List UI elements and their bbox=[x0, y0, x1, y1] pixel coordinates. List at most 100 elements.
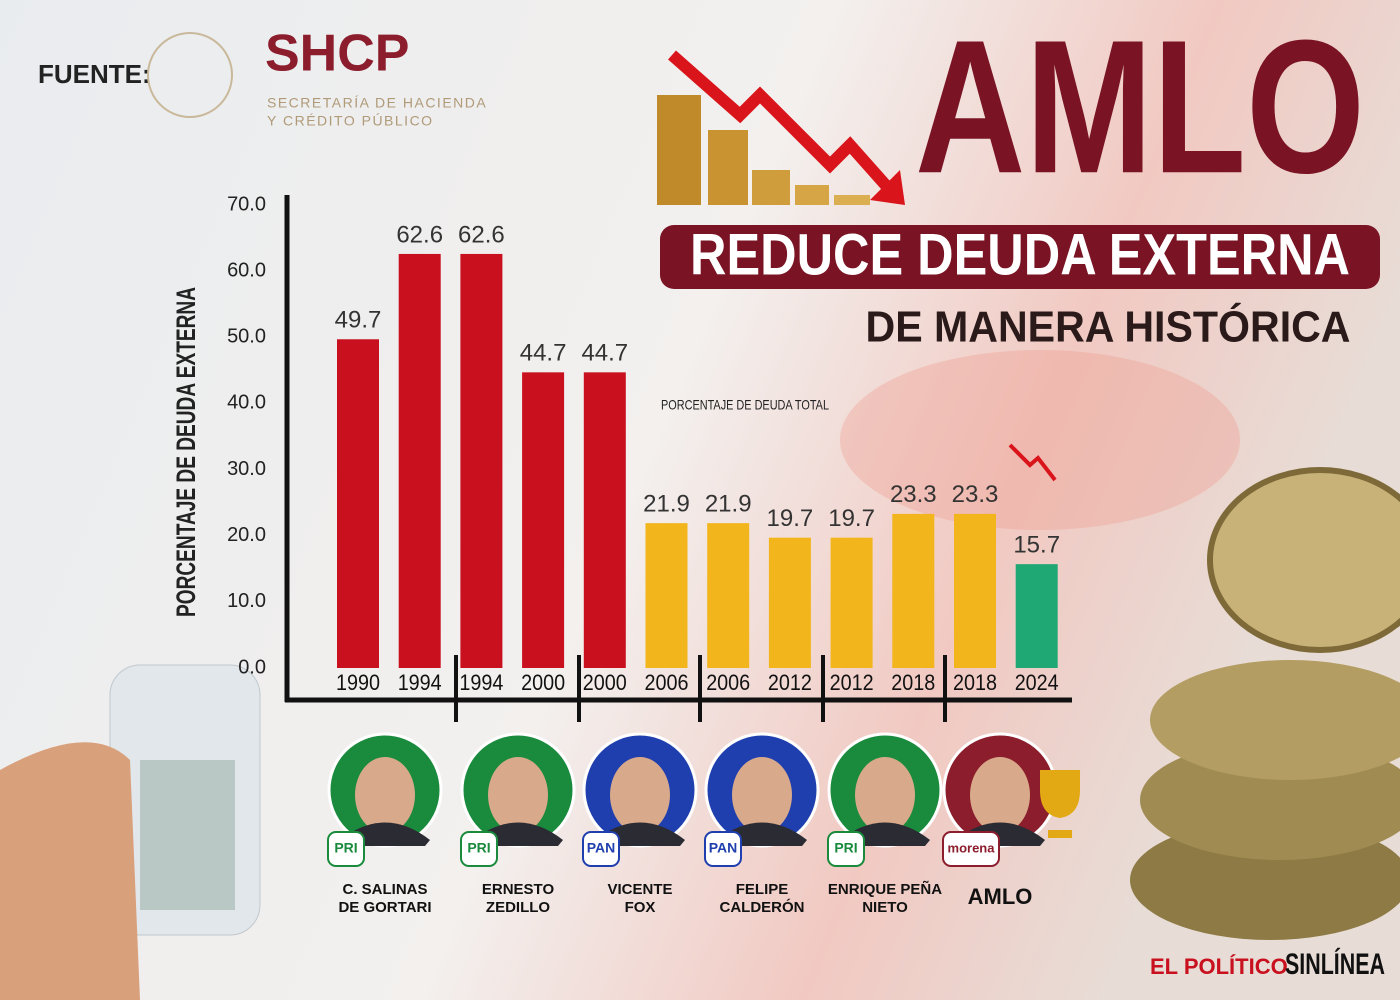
subtitle: DE MANERA HISTÓRICA bbox=[866, 302, 1351, 352]
value-label: 21.9 bbox=[643, 490, 690, 517]
coin bbox=[1207, 467, 1400, 653]
portrait-face bbox=[855, 757, 915, 833]
party-badge bbox=[827, 831, 865, 867]
president-name: ENRIQUE PEÑA bbox=[828, 880, 942, 898]
bar bbox=[892, 513, 935, 668]
coin-stack bbox=[795, 185, 829, 205]
value-label: 44.7 bbox=[520, 340, 567, 367]
value-label: 21.9 bbox=[705, 490, 752, 517]
map-shade bbox=[840, 350, 1240, 530]
source-label: FUENTE: bbox=[38, 59, 151, 89]
value-label: 23.3 bbox=[890, 481, 937, 508]
value-label: 62.6 bbox=[458, 221, 505, 248]
x-tick-label: 2018 bbox=[953, 670, 997, 695]
party-badge bbox=[704, 831, 742, 867]
agency: SHCP bbox=[265, 25, 409, 83]
y-tick-label: 50.0 bbox=[227, 326, 266, 348]
arrow-head bbox=[870, 170, 905, 205]
portrait-face bbox=[355, 757, 415, 833]
y-tick-label: 30.0 bbox=[227, 458, 266, 480]
seal bbox=[147, 32, 233, 118]
president-name: DE GORTARI bbox=[338, 899, 431, 916]
x-tick-label: 2006 bbox=[645, 670, 689, 695]
bar bbox=[398, 253, 441, 668]
y-tick-label: 10.0 bbox=[227, 590, 266, 612]
coin-stack bbox=[752, 170, 790, 205]
president-name: AMLO bbox=[968, 884, 1033, 909]
small-arrow bbox=[1008, 443, 1057, 482]
party-name: PRI bbox=[834, 840, 857, 856]
president-name: FOX bbox=[625, 899, 656, 916]
party-name: PRI bbox=[467, 840, 490, 856]
x-tick-label: 2006 bbox=[706, 670, 750, 695]
value-label: 62.6 bbox=[396, 221, 443, 248]
agency-line: Y CRÉDITO PÚBLICO bbox=[267, 113, 434, 129]
bar bbox=[830, 537, 873, 668]
y-axis-label: PORCENTAJE DE DEUDA EXTERNA bbox=[171, 287, 201, 617]
party-name: morena bbox=[948, 840, 996, 855]
hand bbox=[0, 742, 140, 1000]
president-name: C. SALINAS bbox=[342, 881, 427, 898]
bar bbox=[645, 523, 688, 668]
down-arrow bbox=[668, 50, 895, 194]
portrait-face bbox=[488, 757, 548, 833]
bar bbox=[583, 372, 626, 668]
value-label: 19.7 bbox=[828, 505, 875, 532]
portrait-face bbox=[732, 757, 792, 833]
y-tick-label: 0.0 bbox=[238, 656, 266, 678]
x-tick-label: 2018 bbox=[891, 670, 935, 695]
value-label: 44.7 bbox=[581, 340, 628, 367]
annotation: PORCENTAJE DE DEUDA TOTAL bbox=[661, 397, 829, 413]
party-name: PAN bbox=[587, 840, 616, 856]
y-tick-label: 70.0 bbox=[227, 193, 266, 215]
bar bbox=[707, 523, 750, 668]
president-name: NIETO bbox=[862, 899, 908, 916]
coin-stack bbox=[708, 130, 748, 205]
president-name: ZEDILLO bbox=[486, 899, 550, 916]
value-label: 49.7 bbox=[335, 307, 382, 334]
bar bbox=[337, 339, 379, 668]
portrait-face bbox=[970, 757, 1030, 833]
x-tick-label: 2012 bbox=[768, 670, 812, 695]
president-name: FELIPE bbox=[736, 881, 789, 898]
x-tick-label: 2012 bbox=[830, 670, 874, 695]
party-name: PRI bbox=[334, 840, 357, 856]
y-tick-label: 20.0 bbox=[227, 524, 266, 546]
subtitle: REDUCE DEUDA EXTERNA bbox=[690, 222, 1350, 287]
value-label: 15.7 bbox=[1013, 531, 1060, 558]
x-tick-label: 2000 bbox=[521, 670, 565, 695]
subtitle-banner bbox=[660, 225, 1380, 289]
portrait-face bbox=[610, 757, 670, 833]
big-coins bbox=[1130, 467, 1400, 940]
x-tick-label: 1994 bbox=[398, 670, 442, 695]
coin-stacks bbox=[657, 95, 870, 205]
bar bbox=[1015, 564, 1058, 668]
value-label: 23.3 bbox=[952, 481, 999, 508]
x-tick-label: 2000 bbox=[583, 670, 627, 695]
agency-line: SECRETARÍA DE HACIENDA bbox=[267, 95, 487, 111]
x-tick-label: 1994 bbox=[459, 670, 503, 695]
jar bbox=[0, 664, 261, 1000]
party-name: PAN bbox=[709, 840, 738, 856]
y-tick-label: 40.0 bbox=[227, 392, 266, 414]
president-name: VICENTE bbox=[607, 881, 672, 898]
coin-stack bbox=[657, 95, 701, 205]
bar bbox=[954, 513, 996, 668]
bar bbox=[460, 253, 503, 668]
bar bbox=[522, 372, 565, 668]
party-badge bbox=[582, 831, 620, 867]
title: AMLO bbox=[915, 1, 1365, 213]
party-badge bbox=[942, 831, 1000, 867]
trophy bbox=[1040, 770, 1080, 838]
brand: SINLÍNEA bbox=[1285, 947, 1385, 981]
president-name: CALDERÓN bbox=[720, 898, 805, 916]
bar bbox=[768, 537, 811, 668]
president-name: ERNESTO bbox=[482, 881, 555, 898]
x-tick-label: 1990 bbox=[336, 670, 380, 695]
coin-stack bbox=[834, 195, 870, 205]
x-tick-label: 2024 bbox=[1015, 670, 1059, 695]
bill bbox=[140, 760, 235, 910]
party-badge bbox=[460, 831, 498, 867]
